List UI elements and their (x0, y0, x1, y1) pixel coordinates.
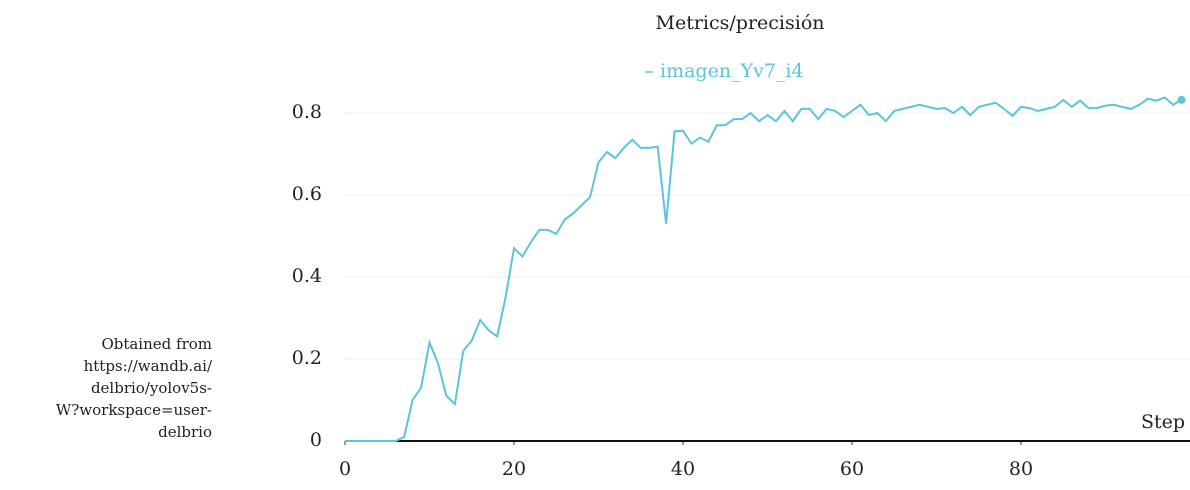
note: delbrio (158, 423, 212, 441)
y-tick-label: 0.4 (292, 265, 322, 287)
y-tick-label: 0.6 (292, 183, 322, 205)
series-line (345, 96, 1183, 442)
x-tick-label: 60 (840, 458, 864, 480)
y-tick-label: 0.2 (292, 347, 322, 369)
note: W?workspace=user- (56, 401, 212, 419)
note: Obtained from (101, 335, 212, 353)
note: https://wandb.ai/ (84, 357, 213, 375)
x-tick-label: 40 (671, 458, 695, 480)
x-tick-label: 20 (502, 458, 526, 480)
x-axis-label: Step (1141, 411, 1185, 433)
x-tick-label: 80 (1009, 458, 1033, 480)
chart-title: Metrics/precisión (656, 12, 825, 34)
x-tick-label: 0 (339, 458, 351, 480)
note: delbrio/yolov5s- (91, 379, 212, 397)
end-point (1177, 95, 1186, 104)
y-tick-label: 0 (310, 429, 322, 451)
y-tick-label: 0.8 (292, 101, 322, 123)
legend-label: imagen_Yv7_i4 (660, 60, 804, 82)
